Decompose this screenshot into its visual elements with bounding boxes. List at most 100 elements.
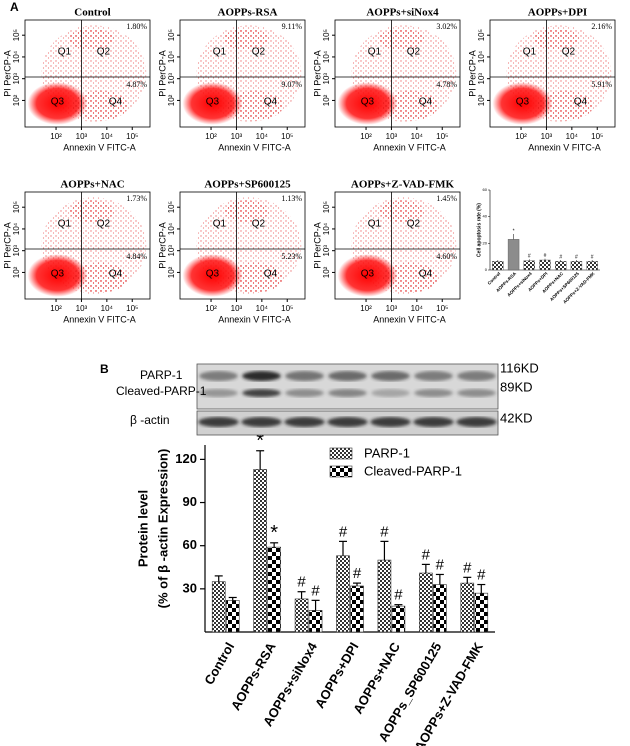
y-tick-label: 10² bbox=[167, 94, 176, 106]
quadrant-label: Q3 bbox=[361, 97, 375, 108]
x-tick-label: 10⁵ bbox=[281, 132, 293, 141]
y-tick-label: 10⁴ bbox=[322, 50, 331, 63]
y-tick-label: 10³ bbox=[167, 73, 176, 85]
quadrant-label: Q4 bbox=[109, 269, 123, 280]
x-axis-label: Annexin V FITC-A bbox=[373, 314, 446, 324]
y-axis-label: PI PerCP-A bbox=[157, 222, 167, 269]
y-tick-label: 10⁴ bbox=[12, 50, 21, 63]
x-tick-label: AOPPs+Z-VAD-FMK bbox=[562, 270, 596, 304]
cell-cloud bbox=[72, 90, 128, 121]
plot-title: Control bbox=[74, 7, 110, 19]
y-axis-label: PI PerCP-A bbox=[2, 50, 12, 97]
x-tick-label: 10² bbox=[205, 304, 217, 313]
significance-marker: # bbox=[297, 574, 306, 591]
y-axis-label: PI PerCP-A bbox=[312, 222, 322, 269]
blot-size-label: 42KD bbox=[500, 410, 533, 425]
quadrant-percent: 9.11% bbox=[282, 22, 303, 31]
bar bbox=[419, 572, 433, 633]
blot-band bbox=[328, 371, 367, 381]
blot-band bbox=[414, 371, 453, 381]
x-tick-label: 10³ bbox=[386, 132, 398, 141]
bar bbox=[267, 546, 281, 633]
y-axis-label: Protein level bbox=[135, 490, 150, 567]
blot-band bbox=[198, 417, 239, 427]
y-tick-label: 10⁵ bbox=[12, 29, 21, 41]
y-tick-label: 10² bbox=[167, 266, 176, 278]
blot-row-label: Cleaved-PARP-1 bbox=[116, 384, 207, 398]
y-tick-label: 10⁵ bbox=[477, 29, 486, 41]
y-tick-label: 10² bbox=[477, 94, 486, 106]
y-tick-label: 10² bbox=[322, 266, 331, 278]
y-tick-label: 10⁵ bbox=[167, 201, 176, 213]
plot-title: AOPPs+NAC bbox=[60, 179, 124, 191]
quadrant-label: Q1 bbox=[523, 47, 537, 58]
y-tick-label: 10⁴ bbox=[477, 50, 486, 63]
bar bbox=[253, 469, 267, 633]
x-tick-label: 10⁴ bbox=[256, 132, 269, 141]
blot-band bbox=[241, 417, 282, 427]
x-tick-label: 10² bbox=[50, 132, 62, 141]
blot-band bbox=[199, 389, 238, 397]
significance-marker: # bbox=[528, 254, 531, 260]
y-tick-label: 10² bbox=[12, 94, 21, 106]
blot-row-label: β -actin bbox=[130, 413, 170, 427]
cell-cloud bbox=[182, 82, 243, 125]
quadrant-percent: 1.73% bbox=[126, 194, 147, 203]
quadrant-percent: 4.87% bbox=[126, 80, 147, 89]
cell-cloud bbox=[182, 254, 243, 297]
legend-label: PARP-1 bbox=[364, 445, 410, 460]
bar bbox=[391, 605, 406, 633]
x-tick-label: 10² bbox=[360, 304, 372, 313]
blot-band bbox=[242, 389, 281, 397]
significance-marker: # bbox=[353, 565, 362, 582]
x-axis-label: Annexin V FITC-A bbox=[528, 142, 601, 152]
blot-band bbox=[242, 371, 281, 381]
quadrant-label: Q4 bbox=[419, 97, 433, 108]
bar bbox=[225, 600, 240, 633]
x-axis-label: Annexin V FITC-A bbox=[63, 314, 136, 324]
y-axis-label: PI PerCP-A bbox=[2, 222, 12, 269]
y-tick-label: 40 bbox=[483, 214, 488, 219]
significance-marker: # bbox=[559, 254, 562, 260]
bar bbox=[586, 261, 598, 271]
y-axis-label: Cell apoptosis rate (%) bbox=[476, 203, 482, 257]
x-tick-label: 10⁵ bbox=[591, 132, 603, 141]
quadrant-percent: 3.02% bbox=[436, 22, 457, 31]
x-tick-label: Control bbox=[201, 640, 237, 688]
quadrant-label: Q2 bbox=[252, 219, 266, 230]
plot-title: AOPPs+SP600125 bbox=[204, 179, 291, 191]
x-tick-label: 10² bbox=[50, 304, 62, 313]
y-tick-label: 20 bbox=[483, 240, 488, 245]
legend-label: Cleaved-PARP-1 bbox=[364, 463, 462, 478]
quadrant-label: Q3 bbox=[51, 269, 65, 280]
legend-swatch bbox=[329, 465, 353, 478]
significance-marker: # bbox=[477, 566, 486, 583]
legend-swatch bbox=[329, 447, 353, 460]
bar bbox=[211, 581, 226, 633]
bar bbox=[294, 598, 309, 633]
blot-band bbox=[456, 417, 497, 427]
x-tick-label: 10⁴ bbox=[411, 304, 424, 313]
quadrant-label: Q2 bbox=[97, 219, 111, 230]
bar bbox=[555, 261, 567, 271]
x-tick-label: 10⁵ bbox=[436, 304, 448, 313]
x-tick-label: 10⁵ bbox=[126, 304, 138, 313]
x-tick-label: 10⁵ bbox=[281, 304, 293, 313]
blot-band bbox=[370, 417, 411, 427]
quadrant-label: Q1 bbox=[213, 47, 227, 58]
cell-cloud bbox=[337, 82, 398, 125]
x-axis-label: Annexin V FITC-A bbox=[218, 142, 291, 152]
y-tick-label: 10² bbox=[12, 266, 21, 278]
blot-image bbox=[196, 363, 499, 410]
significance-marker: # bbox=[575, 254, 578, 260]
blot-size-label: 89KD bbox=[500, 379, 533, 394]
significance-marker: # bbox=[422, 546, 431, 563]
quadrant-label: Q3 bbox=[51, 97, 65, 108]
cell-cloud bbox=[533, 28, 579, 50]
quadrant-percent: 5.23% bbox=[281, 252, 302, 261]
bar bbox=[539, 259, 551, 271]
y-tick-label: 10⁴ bbox=[322, 222, 331, 235]
x-tick-label: 10⁴ bbox=[101, 132, 114, 141]
blot-band bbox=[457, 371, 496, 381]
